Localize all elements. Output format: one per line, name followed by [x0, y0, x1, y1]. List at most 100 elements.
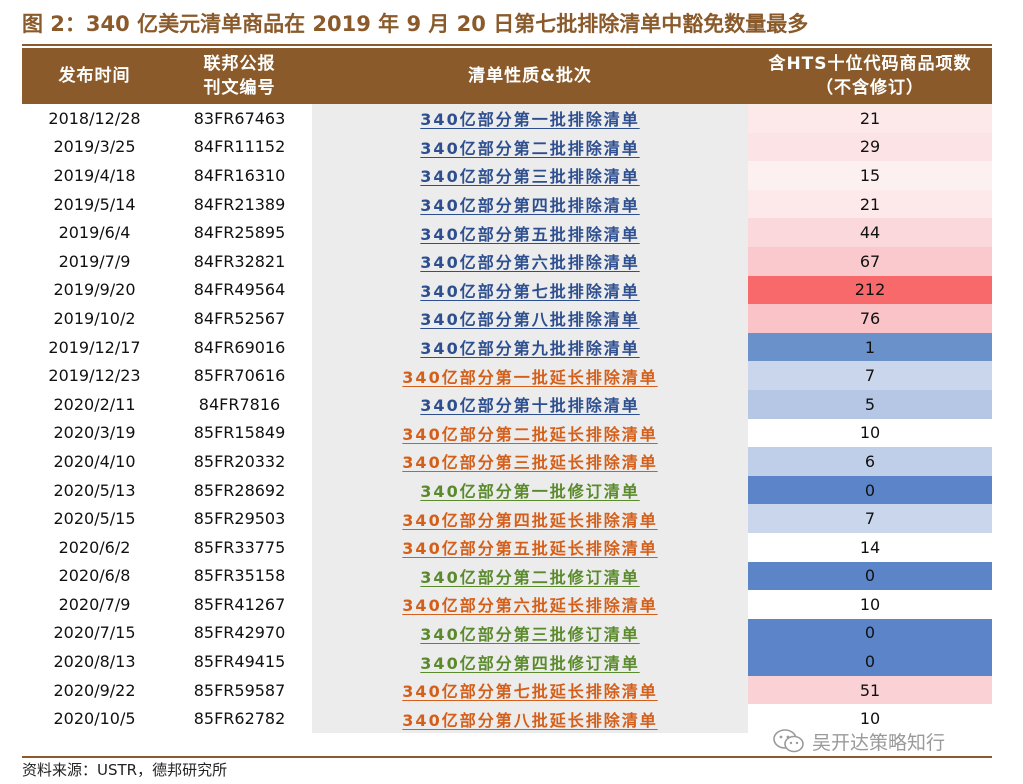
cell-date: 2019/7/9: [58, 251, 131, 271]
table-row: 2019/9/20 84FR49564 340亿部分第七批排除清单 212: [22, 275, 992, 305]
figure-title: 图 2：340 亿美元清单商品在 2019 年 9 月 20 日第七批排除清单中…: [22, 12, 809, 36]
table-row: 2018/12/28 83FR67463 340亿部分第一批排除清单 21: [22, 104, 992, 133]
source-note: 资料来源：USTR，德邦研究所: [22, 761, 228, 779]
table-row: 2020/7/9 85FR41267 340亿部分第六批延长排除清单 10: [22, 590, 992, 619]
header-hts-count: 含HTS十位代码商品项数 （不含修订）: [748, 48, 992, 104]
cell-hts-count: 7: [748, 361, 992, 390]
cell-doc-number: 85FR41267: [193, 594, 286, 614]
cell-hts-count: 0: [748, 475, 992, 505]
table-row: 2020/9/22 85FR59587 340亿部分第七批延长排除清单 51: [22, 675, 992, 705]
cell-hts-count: 21: [748, 104, 992, 133]
cell-date: 2020/7/9: [58, 594, 131, 614]
cell-hts-count: 10: [748, 418, 992, 448]
cell-hts-count: 15: [748, 161, 992, 190]
cell-doc-number: 85FR42970: [193, 623, 286, 643]
cell-hts-count: 44: [748, 218, 992, 247]
cell-hts-count: 0: [748, 647, 992, 676]
cell-list-link[interactable]: 340亿部分第五批排除清单: [312, 218, 748, 247]
cell-doc-number: 85FR49415: [193, 652, 286, 672]
cell-date: 2019/3/25: [53, 137, 136, 157]
table-row: 2020/4/10 85FR20332 340亿部分第三批延长排除清单 6: [22, 447, 992, 476]
cell-list-link[interactable]: 340亿部分第四批修订清单: [312, 647, 748, 676]
header-doc-number: 联邦公报 刊文编号: [167, 48, 312, 104]
cell-hts-count: 212: [748, 275, 992, 305]
cell-date: 2020/9/22: [53, 680, 136, 700]
table-row: 2020/7/15 85FR42970 340亿部分第三批修订清单 0: [22, 618, 992, 648]
cell-date: 2020/5/13: [53, 480, 136, 500]
cell-date: 2020/8/13: [53, 652, 136, 672]
table-row: 2019/12/23 85FR70616 340亿部分第一批延长排除清单 7: [22, 361, 992, 390]
cell-list-link[interactable]: 340亿部分第四批延长排除清单: [312, 504, 748, 533]
cell-hts-count: 0: [748, 618, 992, 648]
cell-list-link[interactable]: 340亿部分第十批排除清单: [312, 389, 748, 419]
cell-date: 2019/9/20: [53, 280, 136, 300]
cell-list-link[interactable]: 340亿部分第八批排除清单: [312, 304, 748, 333]
cell-list-link[interactable]: 340亿部分第一批延长排除清单: [312, 361, 748, 390]
cell-hts-count: 7: [748, 504, 992, 533]
cell-list-link[interactable]: 340亿部分第六批延长排除清单: [312, 590, 748, 619]
cell-list-link[interactable]: 340亿部分第一批修订清单: [312, 475, 748, 505]
cell-date: 2018/12/28: [48, 108, 141, 128]
cell-list-link[interactable]: 340亿部分第四批排除清单: [312, 189, 748, 219]
cell-hts-count: 51: [748, 675, 992, 705]
cell-doc-number: 84FR11152: [193, 137, 286, 157]
table-header-row: 发布时间 联邦公报 刊文编号 清单性质&批次 含HTS十位代码商品项数 （不含修…: [22, 48, 992, 104]
cell-date: 2019/12/23: [48, 366, 141, 386]
cell-date: 2020/3/19: [53, 423, 136, 443]
cell-list-link[interactable]: 340亿部分第七批排除清单: [312, 275, 748, 305]
cell-list-link[interactable]: 340亿部分第七批延长排除清单: [312, 675, 748, 705]
table-row: 2019/3/25 84FR11152 340亿部分第二批排除清单 29: [22, 132, 992, 162]
cell-list-link[interactable]: 340亿部分第五批延长排除清单: [312, 532, 748, 562]
cell-date: 2019/4/18: [53, 165, 136, 185]
table-body: 2018/12/28 83FR67463 340亿部分第一批排除清单 21 2019/3…: [22, 104, 992, 734]
table-row: 2020/5/15 85FR29503 340亿部分第四批延长排除清单 7: [22, 504, 992, 533]
cell-date: 2020/2/11: [53, 394, 136, 414]
cell-doc-number: 84FR16310: [193, 165, 286, 185]
cell-date: 2020/10/5: [53, 709, 136, 729]
cell-doc-number: 85FR29503: [193, 509, 286, 529]
header-list-type: 清单性质&批次: [312, 48, 748, 104]
cell-doc-number: 83FR67463: [193, 108, 286, 128]
cell-hts-count: 14: [748, 532, 992, 562]
cell-list-link[interactable]: 340亿部分第二批排除清单: [312, 132, 748, 162]
cell-list-link[interactable]: 340亿部分第九批排除清单: [312, 332, 748, 362]
cell-doc-number: 84FR25895: [193, 223, 286, 243]
watermark: 吴开达策略知行: [772, 726, 945, 756]
cell-doc-number: 85FR15849: [193, 423, 286, 443]
cell-date: 2019/6/4: [58, 223, 131, 243]
cell-hts-count: 6: [748, 447, 992, 476]
cell-doc-number: 85FR62782: [193, 709, 286, 729]
cell-doc-number: 84FR7816: [198, 394, 281, 414]
cell-hts-count: 5: [748, 389, 992, 419]
cell-hts-count: 1: [748, 332, 992, 362]
cell-list-link[interactable]: 340亿部分第三批排除清单: [312, 161, 748, 190]
table-row: 2019/12/17 84FR69016 340亿部分第九批排除清单 1: [22, 332, 992, 362]
table-row: 2020/3/19 85FR15849 340亿部分第二批延长排除清单 10: [22, 418, 992, 448]
table-row: 2020/6/8 85FR35158 340亿部分第二批修订清单 0: [22, 561, 992, 591]
cell-hts-count: 21: [748, 189, 992, 219]
cell-list-link[interactable]: 340亿部分第六批排除清单: [312, 246, 748, 276]
cell-list-link[interactable]: 340亿部分第二批延长排除清单: [312, 418, 748, 448]
cell-list-link[interactable]: 340亿部分第二批修订清单: [312, 561, 748, 591]
cell-date: 2020/6/2: [58, 537, 131, 557]
cell-list-link[interactable]: 340亿部分第一批排除清单: [312, 104, 748, 133]
cell-doc-number: 85FR35158: [193, 566, 286, 586]
cell-date: 2020/6/8: [58, 566, 131, 586]
cell-doc-number: 84FR32821: [193, 251, 286, 271]
table-row: 2020/2/11 84FR7816 340亿部分第十批排除清单 5: [22, 389, 992, 419]
cell-date: 2019/10/2: [53, 308, 136, 328]
title-rule: [22, 44, 992, 46]
cell-date: 2020/5/15: [53, 509, 136, 529]
table-row: 2020/6/2 85FR33775 340亿部分第五批延长排除清单 14: [22, 532, 992, 562]
table-row: 2019/6/4 84FR25895 340亿部分第五批排除清单 44: [22, 218, 992, 247]
table-row: 2020/5/13 85FR28692 340亿部分第一批修订清单 0: [22, 475, 992, 505]
cell-date: 2019/5/14: [53, 194, 136, 214]
table-row: 2020/10/5 85FR62782 340亿部分第八批延长排除清单 10: [22, 704, 992, 734]
cell-doc-number: 84FR21389: [193, 194, 286, 214]
header-date: 发布时间: [22, 48, 167, 104]
cell-list-link[interactable]: 340亿部分第八批延长排除清单: [312, 704, 748, 734]
table-row: 2020/8/13 85FR49415 340亿部分第四批修订清单 0: [22, 647, 992, 676]
cell-list-link[interactable]: 340亿部分第三批修订清单: [312, 618, 748, 648]
cell-hts-count: 10: [748, 590, 992, 619]
cell-list-link[interactable]: 340亿部分第三批延长排除清单: [312, 447, 748, 476]
